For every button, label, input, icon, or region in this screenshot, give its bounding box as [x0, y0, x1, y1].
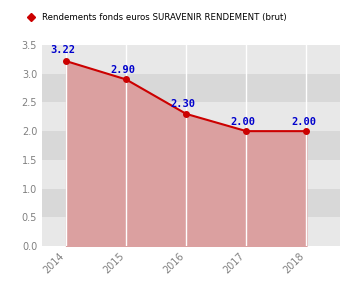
- Text: 2.30: 2.30: [171, 99, 196, 109]
- Legend: Rendements fonds euros SURAVENIR RENDEMENT (brut): Rendements fonds euros SURAVENIR RENDEME…: [22, 13, 287, 22]
- Bar: [42, 131, 340, 160]
- Text: 2.00: 2.00: [231, 116, 256, 127]
- Bar: [42, 74, 340, 102]
- Bar: [42, 45, 340, 74]
- Bar: [42, 102, 340, 131]
- Bar: [42, 217, 340, 246]
- Text: 3.22: 3.22: [50, 45, 76, 55]
- Text: 2.00: 2.00: [291, 116, 316, 127]
- Text: 2.90: 2.90: [111, 65, 136, 75]
- Bar: [42, 160, 340, 189]
- Bar: [42, 189, 340, 217]
